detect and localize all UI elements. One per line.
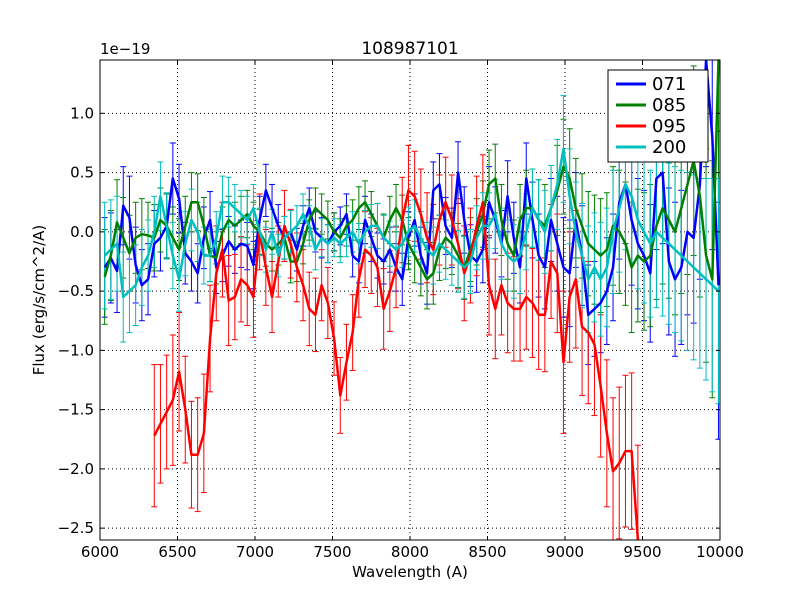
y-tick-label: −2.5 bbox=[58, 519, 94, 537]
axis-ticks: 6000 6500 7000 7500 8000 8500 9000 9500 10000 1.0… bbox=[58, 60, 744, 561]
y-offset-label: 1e−19 bbox=[100, 40, 150, 58]
x-tick-label: 9000 bbox=[546, 543, 584, 561]
y-tick-label: 0.5 bbox=[70, 164, 94, 182]
y-axis-label: Flux (erg/s/cm^2/A) bbox=[30, 225, 48, 376]
y-tick-label: −1.5 bbox=[58, 401, 94, 419]
y-tick-label: −1.0 bbox=[58, 341, 94, 359]
chart-title: 108987101 bbox=[361, 39, 458, 59]
x-tick-label: 7500 bbox=[313, 543, 351, 561]
series-line-085 bbox=[103, 60, 720, 281]
legend-label-071: 071 bbox=[652, 74, 686, 95]
series-line-200 bbox=[103, 147, 720, 299]
x-tick-label: 6000 bbox=[81, 543, 119, 561]
legend-label-085: 085 bbox=[652, 95, 686, 116]
y-tick-label: −2.0 bbox=[58, 460, 94, 478]
legend-label-200: 200 bbox=[652, 137, 686, 158]
y-tick-label: 0.0 bbox=[70, 223, 94, 241]
x-tick-label: 9500 bbox=[623, 543, 661, 561]
series-line-095 bbox=[153, 189, 640, 540]
x-axis-label: Wavelength (A) bbox=[352, 563, 468, 581]
x-tick-label: 8000 bbox=[391, 543, 429, 561]
x-tick-label: 8500 bbox=[468, 543, 506, 561]
legend-label-095: 095 bbox=[652, 116, 686, 137]
series-lines bbox=[103, 60, 720, 540]
x-tick-label: 7000 bbox=[236, 543, 274, 561]
x-tick-label: 10000 bbox=[696, 543, 744, 561]
y-tick-label: −0.5 bbox=[58, 282, 94, 300]
x-tick-label: 6500 bbox=[158, 543, 196, 561]
y-tick-label: 1.0 bbox=[70, 104, 94, 122]
